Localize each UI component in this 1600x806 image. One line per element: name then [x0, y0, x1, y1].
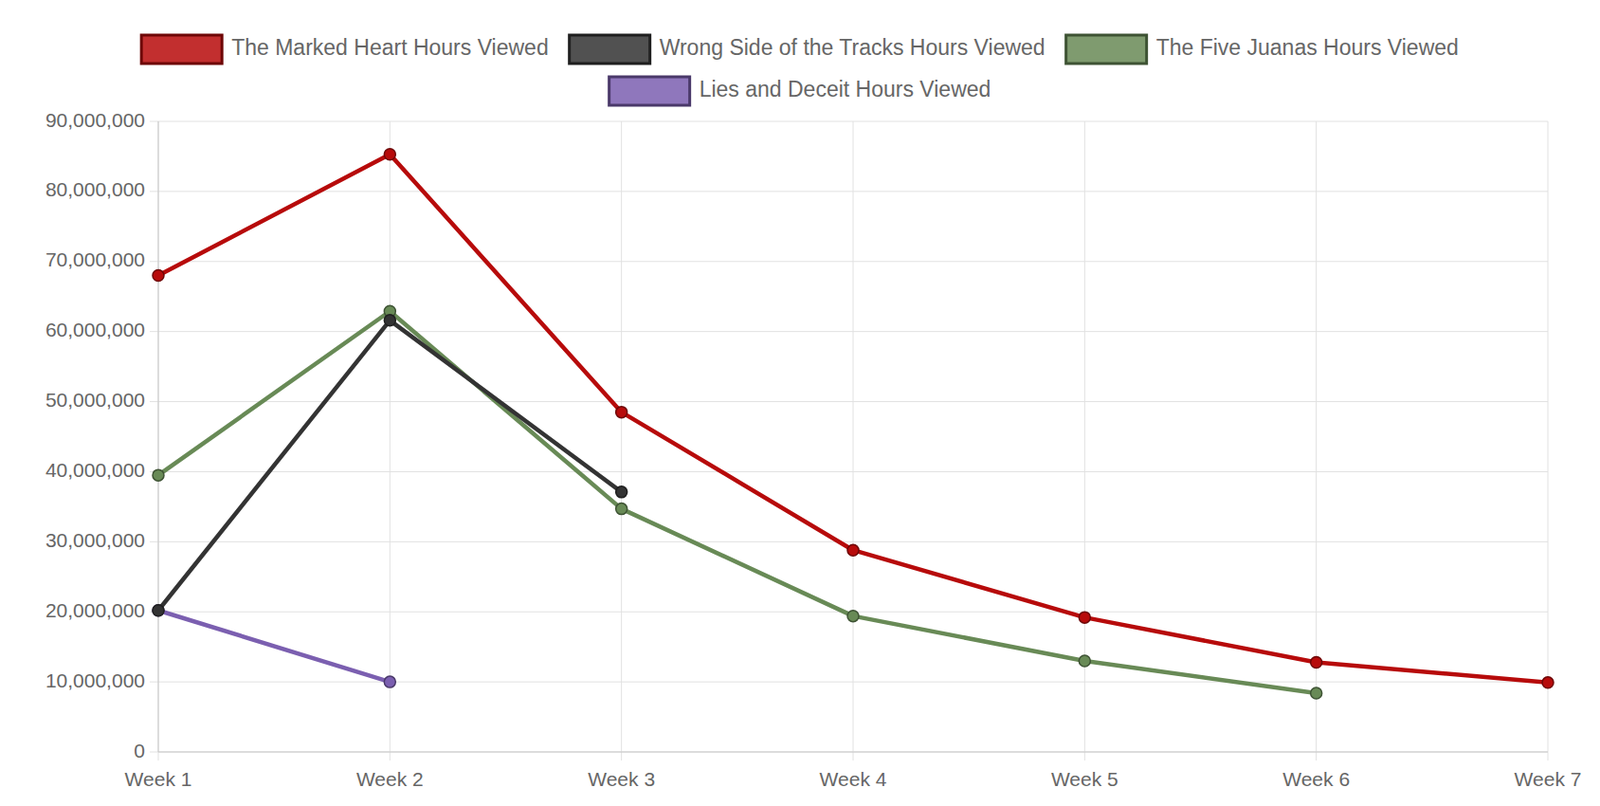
series — [152, 314, 628, 617]
chart: 0 10,000,000 20,000,000 30,000,000 40,000,00… — [0, 0, 1600, 806]
y-tick-label: 70,000,000 — [45, 248, 146, 271]
series-point — [847, 544, 859, 556]
x-axis-line — [158, 751, 1548, 753]
y-tick-mark — [149, 400, 159, 402]
legend-item: The Five Juanas Hours Viewed — [1066, 35, 1459, 64]
y-tick-label: 60,000,000 — [45, 318, 146, 341]
y-tick-mark — [149, 330, 159, 332]
x-tick-label: Week 1 — [125, 767, 193, 790]
y-tick-label: 30,000,000 — [45, 528, 146, 551]
series-point — [152, 469, 164, 481]
legend-item: The Marked Heart Hours Viewed — [141, 35, 549, 64]
y-axis-line — [158, 121, 160, 752]
y-tick-label: 20,000,000 — [45, 599, 146, 621]
x-tick-mark — [1547, 751, 1549, 761]
series-point — [1542, 676, 1554, 689]
plot-area — [152, 148, 1554, 699]
series-point — [616, 503, 628, 515]
x-tick-mark — [620, 751, 622, 761]
legend-swatch — [141, 35, 222, 64]
series-point — [847, 610, 859, 622]
legend-item: Wrong Side of the Tracks Hours Viewed — [569, 35, 1046, 64]
y-tick-label: 90,000,000 — [45, 109, 146, 131]
y-tick-label: 0 — [133, 739, 146, 762]
series-point — [1310, 687, 1323, 699]
y-tick-mark — [149, 681, 159, 683]
legend-swatch — [1066, 35, 1147, 64]
series-point — [383, 148, 396, 161]
series-point — [1078, 611, 1091, 623]
x-tick-label: Week 7 — [1514, 767, 1582, 790]
x-tick-mark — [1315, 751, 1317, 761]
series-point — [383, 314, 396, 327]
legend-item: Lies and Deceit Hours Viewed — [609, 76, 992, 106]
series-point — [616, 486, 628, 498]
x-grid-line — [389, 121, 391, 752]
legend-label: Lies and Deceit Hours Viewed — [699, 76, 992, 102]
x-tick-mark — [1084, 751, 1086, 761]
x-tick-label: Week 5 — [1051, 767, 1119, 790]
legend-label: Wrong Side of the Tracks Hours Viewed — [659, 35, 1046, 60]
y-tick-mark — [149, 260, 159, 262]
series-line — [158, 310, 1317, 693]
x-tick-label: Week 2 — [356, 767, 424, 790]
legend-swatch — [569, 35, 651, 64]
y-tick-label: 80,000,000 — [45, 178, 146, 200]
x-tick-mark — [158, 751, 160, 761]
y-tick-mark — [149, 751, 159, 753]
x-tick-label: Week 4 — [819, 767, 888, 790]
series-line — [158, 610, 390, 682]
series-point — [152, 604, 164, 617]
x-tick-label: Week 6 — [1282, 767, 1350, 790]
x-tick-mark — [853, 751, 855, 761]
series-point — [616, 406, 628, 419]
series-point — [1310, 655, 1323, 668]
series-point — [1078, 654, 1091, 667]
y-tick-mark — [149, 541, 159, 543]
y-tick-label: 40,000,000 — [45, 458, 146, 481]
y-tick-mark — [149, 190, 159, 192]
y-tick-label: 10,000,000 — [45, 669, 146, 691]
legend: The Marked Heart Hours Viewed Wrong Side … — [141, 35, 1459, 106]
series — [152, 604, 396, 688]
series-line — [158, 154, 1548, 683]
legend-swatch — [609, 76, 691, 106]
y-grid-line — [158, 751, 1548, 753]
grid — [149, 121, 1548, 761]
series — [152, 305, 1323, 699]
legend-label: The Marked Heart Hours Viewed — [231, 35, 549, 60]
x-grid-line — [158, 121, 160, 752]
y-tick-mark — [149, 121, 159, 123]
series-point — [383, 675, 396, 688]
x-tick-label: Week 3 — [587, 767, 655, 790]
x-grid-line — [620, 121, 622, 752]
x-grid-line — [853, 121, 855, 752]
x-tick-mark — [389, 751, 391, 761]
series-line — [158, 320, 622, 611]
y-tick-label: 50,000,000 — [45, 388, 146, 411]
series — [152, 148, 1554, 689]
series-point — [152, 604, 164, 617]
series-point — [152, 270, 164, 282]
x-grid-line — [1547, 121, 1549, 752]
legend-label: The Five Juanas Hours Viewed — [1156, 35, 1459, 60]
